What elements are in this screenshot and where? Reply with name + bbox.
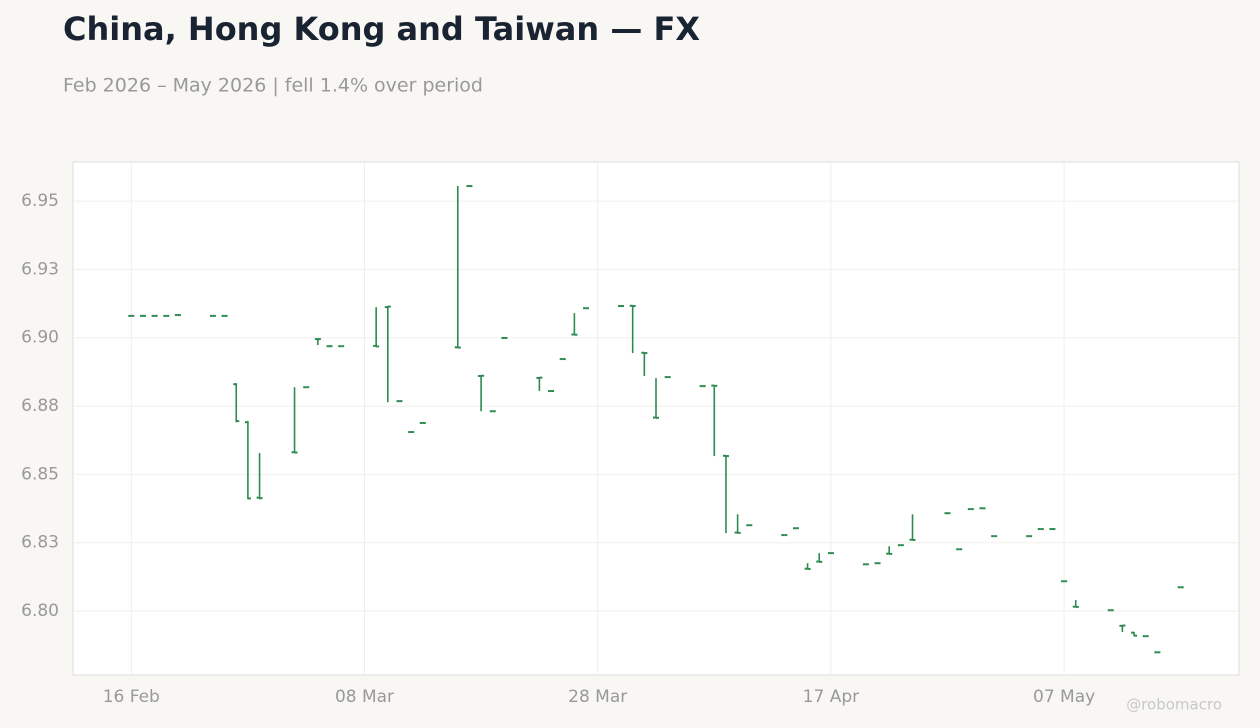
y-tick-label: 6.83 <box>21 533 59 553</box>
chart-title: China, Hong Kong and Taiwan — FX <box>63 10 700 48</box>
y-tick-label: 6.85 <box>21 464 59 484</box>
x-tick-label: 08 Mar <box>335 687 394 707</box>
watermark: @robomacro <box>1126 696 1222 714</box>
y-tick-label: 6.90 <box>21 328 59 348</box>
x-tick-label: 17 Apr <box>803 687 859 707</box>
y-tick-label: 6.88 <box>21 396 59 416</box>
x-tick-label: 07 May <box>1033 687 1095 707</box>
x-tick-label: 16 Feb <box>103 687 160 707</box>
y-tick-label: 6.95 <box>21 191 59 211</box>
x-tick-label: 28 Mar <box>568 687 627 707</box>
chart-subtitle: Feb 2026 – May 2026 | fell 1.4% over per… <box>63 75 483 97</box>
y-tick-label: 6.80 <box>21 601 59 621</box>
y-tick-label: 6.93 <box>21 259 59 279</box>
